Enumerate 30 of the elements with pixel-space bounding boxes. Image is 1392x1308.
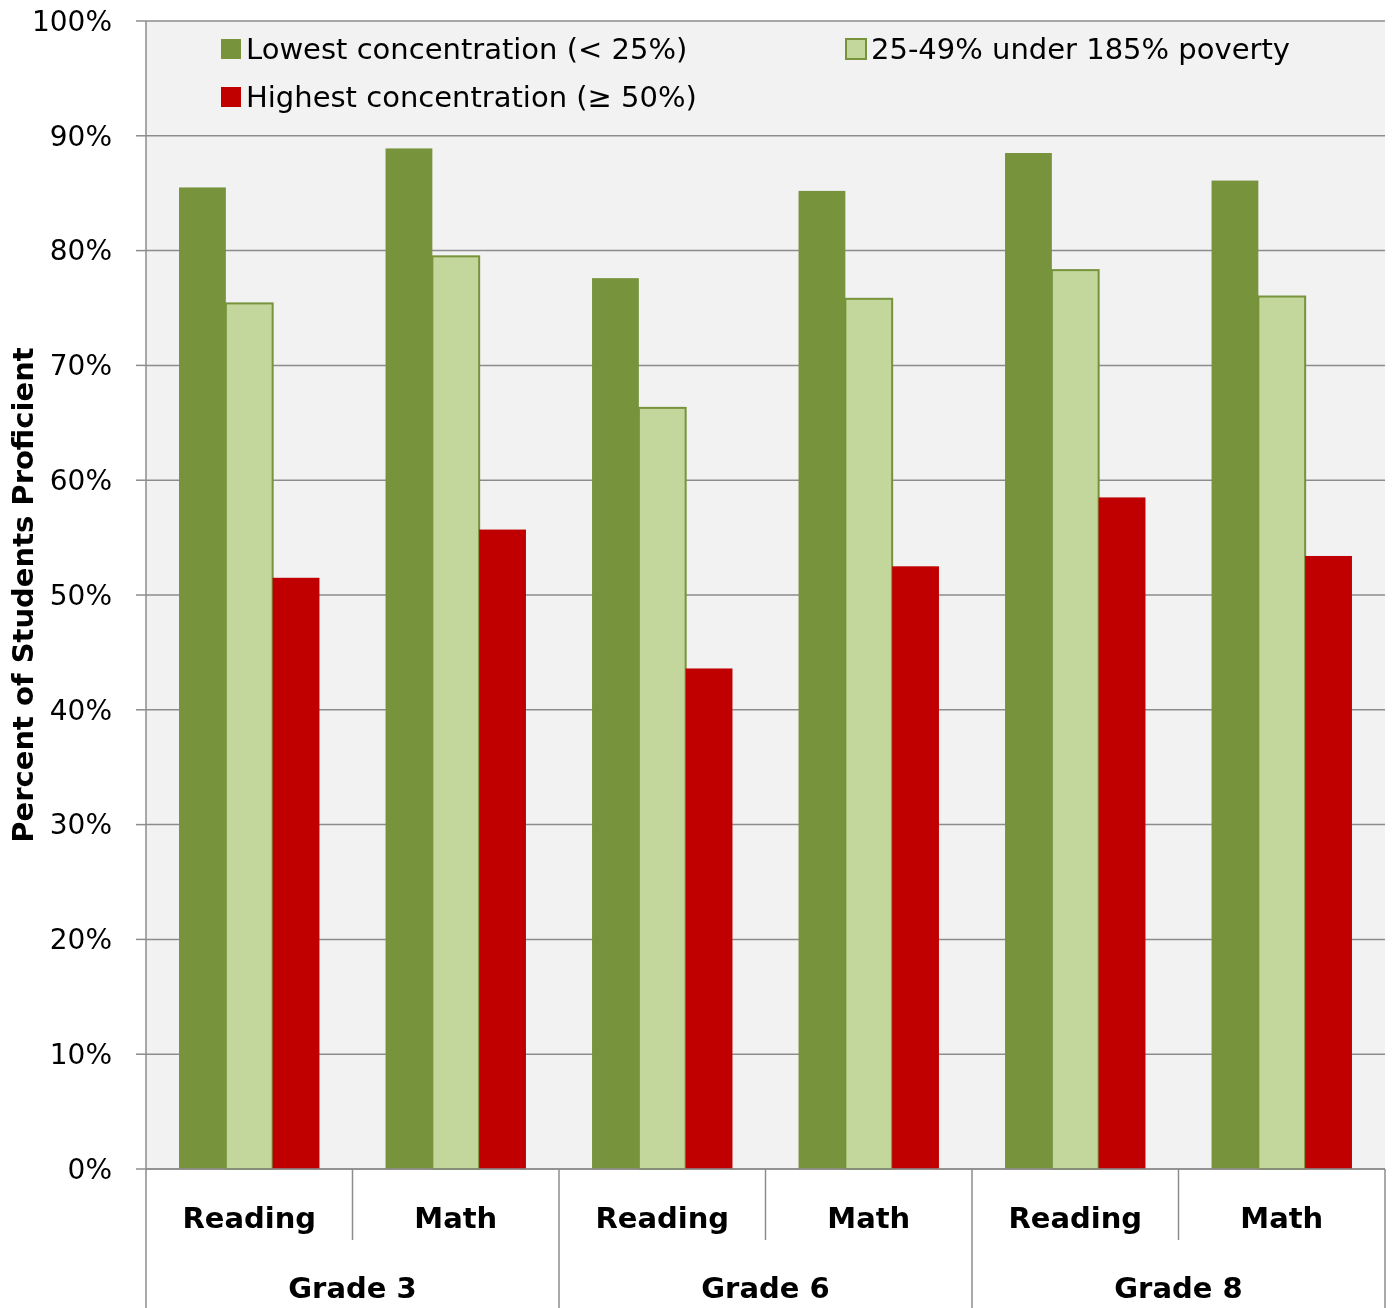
y-tick-label: 30% — [49, 808, 112, 842]
bar — [272, 577, 320, 1169]
y-tick-label: 20% — [49, 923, 112, 957]
y-tick-label: 100% — [31, 4, 112, 38]
text: Grade 6 — [701, 1271, 830, 1305]
y-tick-label: 60% — [49, 464, 112, 497]
x-tick-label: Reading — [182, 1201, 317, 1235]
y-axis-title: Percent of Students Proficient — [6, 347, 40, 843]
x-tick-label: Math — [414, 1201, 498, 1235]
y-tick-label: 90% — [49, 119, 112, 153]
legend-label: Highest concentration (≥ 50%) — [246, 80, 697, 115]
x-tick-label: Reading — [1008, 1201, 1143, 1235]
legend-label: Lowest concentration (< 25%) — [246, 32, 688, 67]
bar — [892, 566, 939, 1169]
x-tick-label: Math — [1240, 1201, 1324, 1235]
y-tick-label: 10% — [49, 1038, 112, 1071]
x-tick-label: Math — [827, 1201, 911, 1235]
text: Grade 3 — [288, 1271, 417, 1305]
y-tick-label: 80% — [49, 234, 112, 268]
y-tick-label: 70% — [49, 349, 112, 383]
y-tick-label: 0% — [67, 1152, 112, 1186]
bar — [685, 668, 733, 1169]
legend-label: 25-49% under 185% poverty — [871, 32, 1290, 67]
x-tick-label: Reading — [595, 1201, 730, 1235]
y-tick-label: 50% — [49, 578, 112, 612]
bar — [1305, 555, 1352, 1169]
bar — [1098, 497, 1146, 1169]
y-tick-label: 40% — [49, 693, 112, 727]
text: Grade 8 — [1114, 1271, 1243, 1305]
bar — [479, 529, 526, 1169]
